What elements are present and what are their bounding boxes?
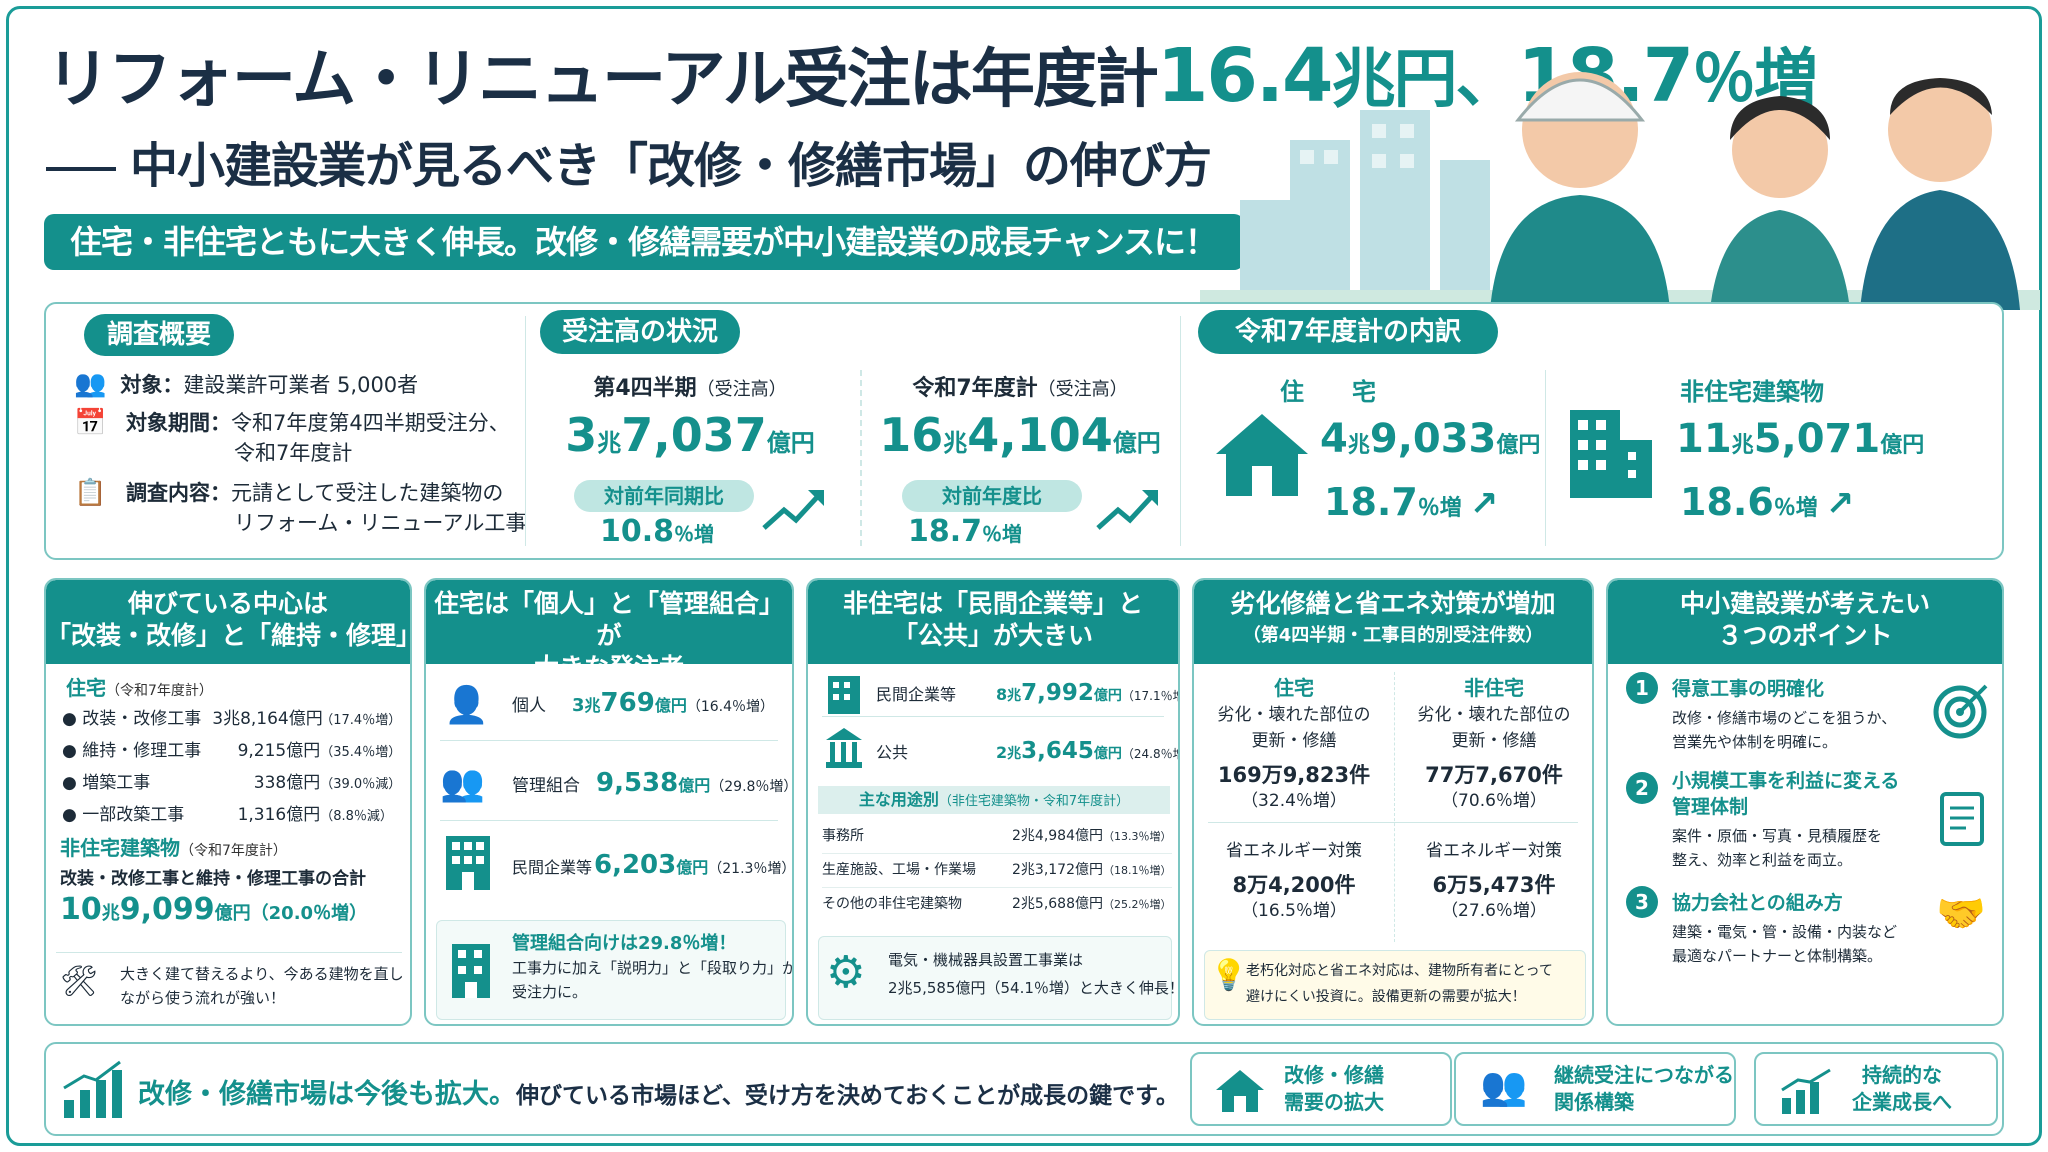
residential-work-list: ● 改装・改修工事 3兆8,164億円（17.4％増） ● 維持・修理工事 9,21… (62, 704, 402, 832)
worker-man-suit-icon (1860, 78, 2020, 310)
house-icon (1216, 414, 1308, 496)
page-subtitle: 中小建設業が見るべき「改修・修繕市場」の伸び方 (46, 126, 1212, 196)
footer-message: 改修・修繕市場は今後も拡大。伸びている市場ほど、受け方を決めておくことが成長の鍵… (138, 1079, 1179, 1110)
residential-title: 住 宅 (1280, 378, 1376, 406)
nonres-total: 10兆9,099億円（20.0％増） (60, 892, 368, 927)
lead-banner: 住宅・非住宅ともに大きく伸長。改修・修繕需要が中小建設業の成長チャンスに！ (44, 214, 1244, 270)
handshake-icon: 🤝 (1936, 891, 1986, 937)
residential-amount: 4兆9,033億円 (1320, 416, 1541, 462)
list-item: 事務所 2兆4,984億円（13.3％増） (822, 820, 1172, 854)
uses-header: 主な用途別（非住宅建築物・令和7年度計） (818, 786, 1170, 814)
overview-list: 👥 対象：建設業許可業者 5,000者 📅 対象期間：令和7年度第4四半期受注分、… (74, 366, 527, 538)
nonresidential-growth: 18.6％増 ↗ (1680, 480, 1855, 524)
list-item: 管理組合 9,538億円（29.8％増） (512, 768, 794, 798)
note-block: 老朽化対応と省エネ対応は、建物所有者にとって 避けにくい投資に。設備更新の需要が拡… (1246, 963, 1553, 1005)
orders-label: 受注高の状況 (540, 310, 740, 354)
gear-icon: ⚙ (826, 947, 866, 998)
col-residential: 住宅 (1274, 676, 1314, 700)
overview-item-target: 👥 対象：建設業許可業者 5,000者 (74, 369, 419, 399)
worker-man-helmet-icon (1490, 72, 1670, 310)
list-item: ● 維持・修理工事 9,215億円（35.4％増） (62, 741, 402, 761)
bar-growth-icon (63, 1060, 122, 1118)
nonresidential-title: 非住宅建築物 (1680, 378, 1824, 406)
fy-compare-label: 対前年度比 (902, 480, 1082, 512)
note-block: 電気・機械器具設置工事業は 2兆5,585億円（54.1％増）と大きく伸長！ (888, 951, 1180, 997)
summary-panel (44, 302, 2004, 560)
arrow-up-icon: ↗ (1469, 484, 1499, 524)
nonresidential-energy: 省エネルギー対策 6万5,473件 （27.6％増） (1426, 841, 1562, 921)
list-item: 個人 3兆769億円（16.4％増） (512, 688, 775, 718)
building-icon (1570, 410, 1652, 498)
overview-item-period: 📅 対象期間：令和7年度第4四半期受注分、 令和7年度計 (74, 408, 510, 465)
footer-badge-relationship: 👥 継続受注につながる 関係構築 (1454, 1052, 1736, 1126)
list-item: ● 改装・改修工事 3兆8,164億円（17.4％増） (62, 709, 402, 729)
group-icon: 👥 (440, 763, 485, 804)
card-growth-center: 伸びている中心は 「改装・改修」と「維持・修理」 住宅（令和7年度計） ● 改装・… (44, 578, 412, 1026)
target-icon (1933, 684, 1988, 739)
calendar-icon: 📅 (74, 408, 107, 438)
nonresidential-amount: 11兆5,071億円 (1676, 416, 1925, 462)
card-three-points: 中小建設業が考えたい ３つのポイント 1 得意工事の明確化 改修・修繕市場のどこを… (1606, 578, 2004, 1026)
note-block: 管理組合向けは29.8％増！ 工事力に加え「説明力」と「段取り力」が 受注力に。 (512, 933, 794, 1001)
q4-growth: 10.8％増 (600, 514, 715, 549)
card-nonresidential-clients: 非住宅は「民間企業等」と 「公共」が大きい 民間企業等 8兆7,992億円（17.1… (806, 578, 1180, 1026)
breakdown-label: 令和7年度計の内訳 (1198, 310, 1498, 354)
q4-compare-label: 対前年同期比 (574, 480, 754, 512)
card-repair-energy: 劣化修繕と省エネ対策が増加 （第4四半期・工事目的別受注件数） 住宅 非住宅 劣化… (1192, 578, 1594, 1026)
clipboard-icon: 📋 (74, 478, 107, 508)
uses-list: 事務所 2兆4,984億円（13.3％増） 生産施設、工場・作業場 2兆3,172億… (822, 820, 1172, 921)
residential-growth: 18.7％増 ↗ (1324, 480, 1499, 524)
footer-badge-demand: 改修・修繕 需要の拡大 (1190, 1052, 1452, 1126)
tip-text: 大きく建て替えるより、今ある建物を直し ながら使う流れが強い！ (120, 965, 404, 1007)
list-item: ● 一部改築工事 1,316億円（8.8％減） (62, 805, 393, 825)
nonresidential-repair: 劣化・壊れた部位の 更新・修繕 77万7,670件 （70.6％増） (1417, 705, 1571, 811)
team-icon: 👥 (1480, 1064, 1528, 1108)
arrow-up-icon: ↗ (1825, 484, 1855, 524)
lightbulb-icon: 💡 (1210, 958, 1248, 993)
residential-repair: 劣化・壊れた部位の 更新・修繕 169万9,823件 （32.4％増） (1217, 705, 1371, 811)
list-item: ● 増築工事 338億円（39.0％減） (62, 773, 402, 793)
worker-woman-icon (1710, 96, 1850, 310)
workers-illustration (1200, 72, 2040, 310)
people-icon: 👥 (74, 369, 107, 399)
house-icon (1216, 1070, 1264, 1112)
fy-growth: 18.7％増 (908, 514, 1023, 549)
nonres-description: 改装・改修工事と維持・修理工事の合計 (60, 869, 366, 889)
trend-up-icon (762, 490, 824, 530)
public-building-icon (826, 728, 862, 768)
growth-chart-icon (1781, 1068, 1831, 1114)
footer-badge-growth: 持続的な 企業成長へ (1754, 1052, 1998, 1126)
list-item: 民間企業等6,203億円（21.3％増） (512, 850, 794, 880)
company-building-icon (828, 676, 860, 714)
apartment-icon (452, 944, 490, 998)
trend-up-icon (1096, 490, 1158, 530)
person-icon: 👤 (444, 685, 489, 726)
tools-icon: 🛠 (60, 964, 99, 999)
page-title: リフォーム・リニューアル受注は年度計16.4兆円、18.7％増 (46, 33, 1818, 119)
fy-block: 令和7年度計（受注高） 16兆4,104億円 (879, 376, 1161, 462)
checklist-icon (1940, 792, 1984, 846)
col-nonresidential: 非住宅 (1464, 676, 1524, 700)
overview-item-content: 📋 調査内容：元請として受注した建築物の リフォーム・リニューアル工事 (74, 478, 527, 535)
card-residential-clients: 住宅は「個人」と「管理組合」が 大きな発注者 👤 個人 3兆769億円（16.4％増… (424, 578, 794, 1026)
office-building-icon (446, 836, 490, 890)
q4-block: 第4四半期（受注高） 3兆7,037億円 (565, 376, 815, 462)
overview-label: 調査概要 (84, 314, 234, 356)
list-item: その他の非住宅建築物 2兆5,688億円（25.2％増） (822, 896, 1172, 912)
list-item: 生産施設、工場・作業場 2兆3,172億円（18.1％増） (822, 854, 1172, 888)
residential-energy: 省エネルギー対策 8万4,200件 （16.5％増） (1226, 841, 1362, 921)
